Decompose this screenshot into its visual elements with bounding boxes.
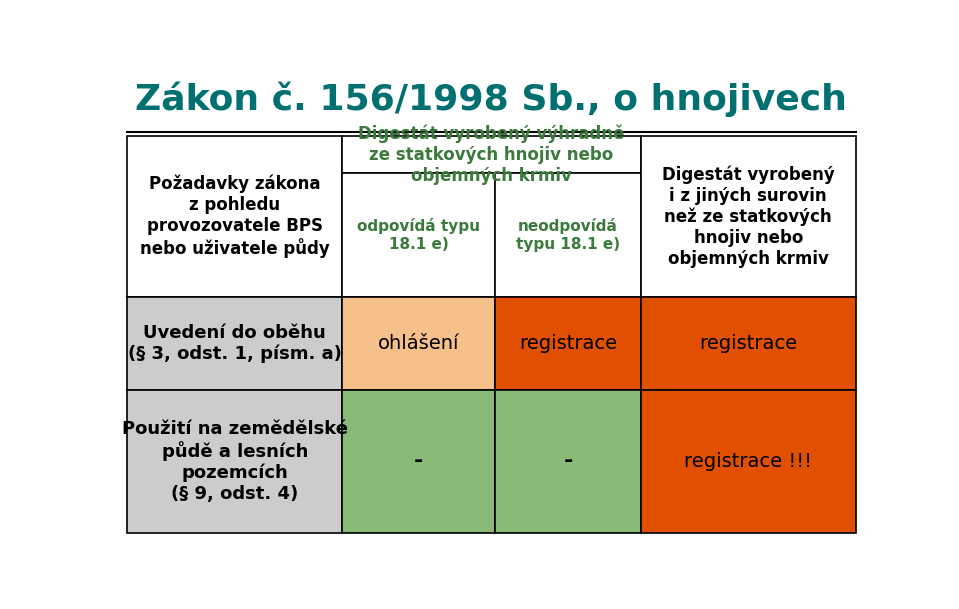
Text: registrace !!!: registrace !!! (684, 452, 812, 471)
Text: registrace: registrace (699, 334, 797, 353)
Text: -: - (414, 451, 423, 471)
Text: odpovídá typu
18.1 e): odpovídá typu 18.1 e) (357, 219, 480, 252)
Bar (495, 297, 641, 390)
Bar (641, 136, 855, 297)
Bar (342, 174, 495, 297)
Text: Zákon č. 156/1998 Sb., o hnojivech: Zákon č. 156/1998 Sb., o hnojivech (134, 81, 847, 116)
Bar (641, 297, 855, 390)
Text: Použití na zemědělské
půdě a lesních
pozemcích
(§ 9, odst. 4): Použití na zemědělské půdě a lesních poz… (122, 420, 348, 503)
Text: Digestát vyrobený výhradně
ze statkových hnojiv nebo
objemných krmiv: Digestát vyrobený výhradně ze statkových… (359, 125, 624, 185)
Bar (342, 390, 495, 533)
Bar (495, 174, 641, 297)
Bar (641, 390, 855, 533)
Text: registrace: registrace (519, 334, 617, 353)
Text: ohlášení: ohlášení (378, 334, 459, 353)
Bar (342, 136, 641, 174)
Text: Požadavky zákona
z pohledu
provozovatele BPS
nebo uživatele půdy: Požadavky zákona z pohledu provozovatele… (140, 175, 330, 258)
Text: Uvedení do oběhu
(§ 3, odst. 1, písm. a): Uvedení do oběhu (§ 3, odst. 1, písm. a) (128, 324, 341, 363)
Text: Digestát vyrobený
i z jiných surovin
než ze statkových
hnojiv nebo
objemných krm: Digestát vyrobený i z jiných surovin než… (662, 166, 834, 268)
Bar (495, 390, 641, 533)
Bar (128, 390, 342, 533)
Bar (128, 297, 342, 390)
Bar (342, 297, 495, 390)
Text: -: - (563, 451, 573, 471)
Bar (128, 136, 342, 297)
Text: neodpovídá
typu 18.1 e): neodpovídá typu 18.1 e) (516, 219, 620, 252)
